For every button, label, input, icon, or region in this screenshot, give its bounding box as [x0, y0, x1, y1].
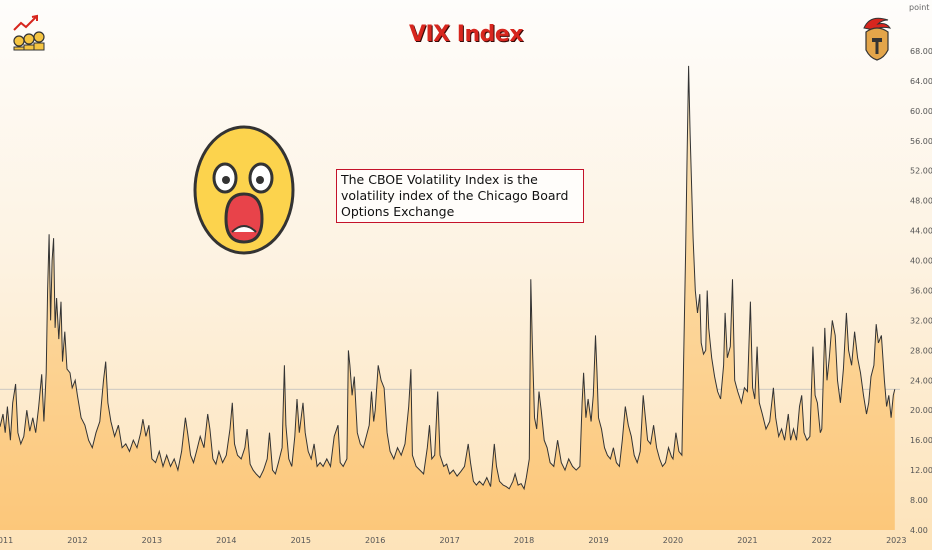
- x-tick-label: 2018: [514, 536, 534, 545]
- y-tick-label: 56.00: [910, 137, 932, 146]
- vix-price-line: [0, 65, 896, 491]
- x-tick-label: 2014: [216, 536, 236, 545]
- y-tick-label: 12.00: [910, 466, 932, 475]
- chart-title: VIX Index: [408, 22, 524, 47]
- x-tick-label: 2015: [291, 536, 311, 545]
- x-tick-label: 2017: [439, 536, 459, 545]
- unit-label: point: [909, 3, 930, 12]
- x-tick-label: 2011: [0, 536, 13, 545]
- y-tick-label: 20.00: [910, 406, 932, 415]
- y-tick-label: 24.00: [910, 376, 932, 385]
- y-tick-label: 68.00: [910, 47, 932, 56]
- y-tick-label: 16.00: [910, 436, 932, 445]
- y-tick-label: 28.00: [910, 346, 932, 355]
- y-tick-label: 36.00: [910, 286, 932, 295]
- x-tick-label: 2016: [365, 536, 385, 545]
- y-axis: 4.00 8.00 12.00 16.00 20.00 24.00 28.00 32.00 36…: [910, 47, 932, 535]
- x-axis: 2011 2012 2013 2014 2015 2016 2017 2018 2019 2020…: [0, 536, 906, 545]
- x-tick-label: 2012: [67, 536, 87, 545]
- x-tick-label: 2020: [663, 536, 683, 545]
- x-tick-label: 2022: [812, 536, 832, 545]
- money-growth-icon: [12, 14, 46, 59]
- x-tick-label: 2023: [886, 536, 906, 545]
- y-tick-label: 60.00: [910, 107, 932, 116]
- spartan-helmet-icon: [860, 14, 894, 67]
- y-tick-label: 64.00: [910, 77, 932, 86]
- y-tick-label: 4.00: [910, 526, 928, 535]
- annotation-box: The CBOE Volatility Index is the volatil…: [336, 169, 584, 223]
- x-tick-label: 2013: [142, 536, 162, 545]
- x-tick-label: 2019: [588, 536, 608, 545]
- vix-area-fill: [0, 65, 895, 531]
- y-tick-label: 8.00: [910, 496, 928, 505]
- y-tick-label: 44.00: [910, 227, 932, 236]
- y-tick-label: 52.00: [910, 167, 932, 176]
- y-tick-label: 32.00: [910, 316, 932, 325]
- y-tick-label: 40.00: [910, 257, 932, 266]
- screaming-face-emoji: [193, 124, 295, 261]
- x-tick-label: 2021: [737, 536, 757, 545]
- y-tick-label: 48.00: [910, 197, 932, 206]
